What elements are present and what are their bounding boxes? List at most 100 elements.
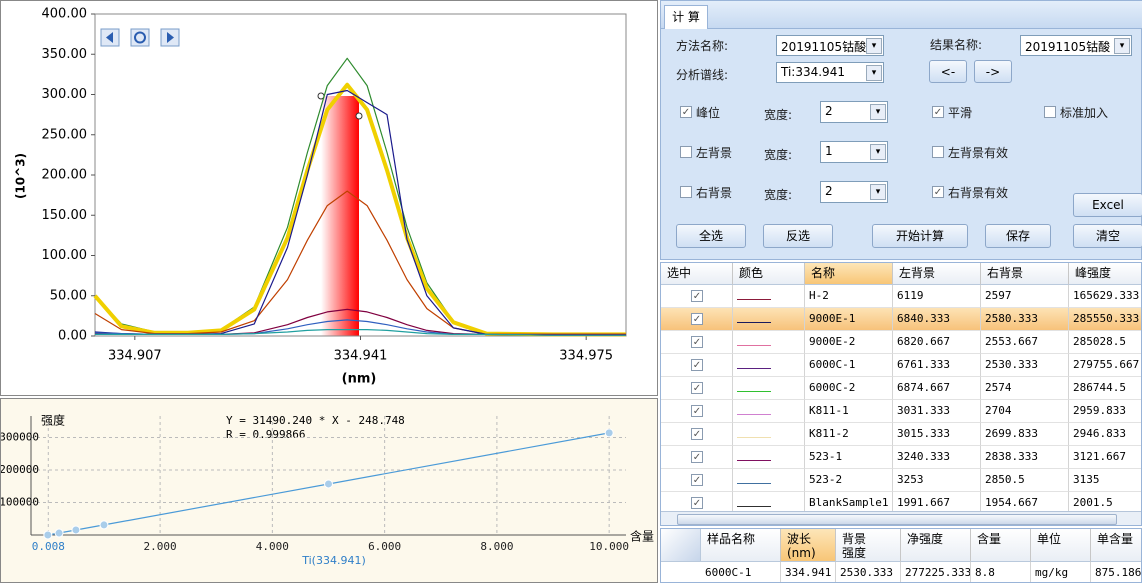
- cell[interactable]: 6119: [893, 285, 981, 308]
- width-combo[interactable]: 2: [820, 101, 888, 123]
- tab[interactable]: 计 算: [664, 5, 708, 29]
- cell[interactable]: 2959.833: [1069, 400, 1141, 423]
- cell[interactable]: 286744.5: [1069, 377, 1141, 400]
- scroll-thumb[interactable]: [677, 514, 1117, 525]
- cell: [733, 331, 805, 354]
- width-combo[interactable]: 2: [820, 181, 888, 203]
- cell[interactable]: 279755.667: [1069, 354, 1141, 377]
- cell[interactable]: 6000C-2: [805, 377, 893, 400]
- row-checkbox[interactable]: ✓: [691, 359, 703, 371]
- column-header[interactable]: 单位: [1031, 529, 1091, 562]
- cell[interactable]: 2580.333: [981, 308, 1069, 331]
- cell: [733, 400, 805, 423]
- line-combo[interactable]: Ti:334.941: [776, 62, 884, 83]
- checkbox[interactable]: [680, 146, 692, 158]
- cell[interactable]: 523-2: [805, 469, 893, 492]
- row-checkbox[interactable]: ✓: [691, 405, 703, 417]
- cell[interactable]: 6820.667: [893, 331, 981, 354]
- column-header[interactable]: 背景 强度: [836, 529, 901, 562]
- cell[interactable]: 6840.333: [893, 308, 981, 331]
- action-button[interactable]: 全选: [676, 224, 746, 248]
- row-checkbox[interactable]: ✓: [691, 382, 703, 394]
- cell[interactable]: 9000E-1: [805, 308, 893, 331]
- cell[interactable]: 277225.333: [901, 562, 971, 582]
- column-header[interactable]: 含量: [971, 529, 1031, 562]
- column-header[interactable]: 右背景: [981, 263, 1069, 285]
- cell[interactable]: 2553.667: [981, 331, 1069, 354]
- cell[interactable]: 2838.333: [981, 446, 1069, 469]
- cell[interactable]: 523-1: [805, 446, 893, 469]
- cell[interactable]: K811-1: [805, 400, 893, 423]
- row-checkbox[interactable]: ✓: [691, 474, 703, 486]
- cell[interactable]: 2574: [981, 377, 1069, 400]
- cell[interactable]: 8.8: [971, 562, 1031, 582]
- nav-buttons[interactable]: [100, 28, 180, 47]
- cell[interactable]: 2704: [981, 400, 1069, 423]
- cell[interactable]: 3031.333: [893, 400, 981, 423]
- excel-button[interactable]: Excel: [1073, 193, 1142, 217]
- cell[interactable]: 6761.333: [893, 354, 981, 377]
- action-button[interactable]: 清空: [1073, 224, 1142, 248]
- cell[interactable]: K811-2: [805, 423, 893, 446]
- next-button[interactable]: ->: [974, 60, 1012, 83]
- cell[interactable]: 165629.333: [1069, 285, 1141, 308]
- cell[interactable]: 3135: [1069, 469, 1141, 492]
- cell[interactable]: 6000C-1: [805, 354, 893, 377]
- prev-button[interactable]: <-: [929, 60, 967, 83]
- checkbox[interactable]: [680, 186, 692, 198]
- checkbox[interactable]: ✓: [932, 106, 944, 118]
- row-checkbox[interactable]: ✓: [691, 313, 703, 325]
- cell[interactable]: mg/kg: [1031, 562, 1091, 582]
- cell[interactable]: 3121.667: [1069, 446, 1141, 469]
- column-header[interactable]: 选中: [661, 263, 733, 285]
- cell[interactable]: 6000C-1: [701, 562, 781, 582]
- result-combo[interactable]: 20191105钴酸: [1020, 35, 1132, 56]
- cell[interactable]: 3253: [893, 469, 981, 492]
- column-header[interactable]: 峰强度: [1069, 263, 1141, 285]
- checkbox[interactable]: ✓: [932, 186, 944, 198]
- column-header[interactable]: 名称: [805, 263, 893, 285]
- checkbox[interactable]: [1044, 106, 1056, 118]
- cell[interactable]: 2597: [981, 285, 1069, 308]
- checkbox[interactable]: ✓: [680, 106, 692, 118]
- cell[interactable]: 9000E-2: [805, 331, 893, 354]
- column-header[interactable]: 样品名称: [701, 529, 781, 562]
- cell: [733, 308, 805, 331]
- method-combo[interactable]: 20191105钴酸: [776, 35, 884, 56]
- row-checkbox[interactable]: ✓: [691, 497, 703, 509]
- cell[interactable]: 3015.333: [893, 423, 981, 446]
- cell[interactable]: 875.186: [1091, 562, 1141, 582]
- action-button[interactable]: 开始计算: [872, 224, 968, 248]
- width-combo[interactable]: 1: [820, 141, 888, 163]
- action-button[interactable]: 反选: [763, 224, 833, 248]
- cell[interactable]: H-2: [805, 285, 893, 308]
- x-tick-label: 4.000: [256, 540, 289, 553]
- cell[interactable]: 285028.5: [1069, 331, 1141, 354]
- row-checkbox[interactable]: ✓: [691, 451, 703, 463]
- column-header[interactable]: 单含量: [1091, 529, 1141, 562]
- column-header[interactable]: 净强度: [901, 529, 971, 562]
- label: 方法名称:: [676, 39, 729, 53]
- cell[interactable]: 2530.333: [836, 562, 901, 582]
- x-tick-label: 334.975: [559, 349, 613, 364]
- row-checkbox[interactable]: ✓: [691, 336, 703, 348]
- h-scrollbar[interactable]: [661, 511, 1141, 525]
- cell[interactable]: 2946.833: [1069, 423, 1141, 446]
- y-tick-label: 0.00: [58, 329, 87, 344]
- cell[interactable]: 6874.667: [893, 377, 981, 400]
- cell: [661, 331, 733, 354]
- action-button[interactable]: 保存: [985, 224, 1051, 248]
- checkbox[interactable]: [932, 146, 944, 158]
- row-checkbox[interactable]: ✓: [691, 290, 703, 302]
- cell[interactable]: 2699.833: [981, 423, 1069, 446]
- column-header[interactable]: 颜色: [733, 263, 805, 285]
- cell[interactable]: 2850.5: [981, 469, 1069, 492]
- row-checkbox[interactable]: ✓: [691, 428, 703, 440]
- cell[interactable]: 2530.333: [981, 354, 1069, 377]
- column-header[interactable]: 波长 (nm): [781, 529, 836, 562]
- cell[interactable]: 285550.333: [1069, 308, 1141, 331]
- refresh-button[interactable]: [130, 28, 150, 47]
- column-header[interactable]: 左背景: [893, 263, 981, 285]
- cell[interactable]: 334.941: [781, 562, 836, 582]
- cell[interactable]: 3240.333: [893, 446, 981, 469]
